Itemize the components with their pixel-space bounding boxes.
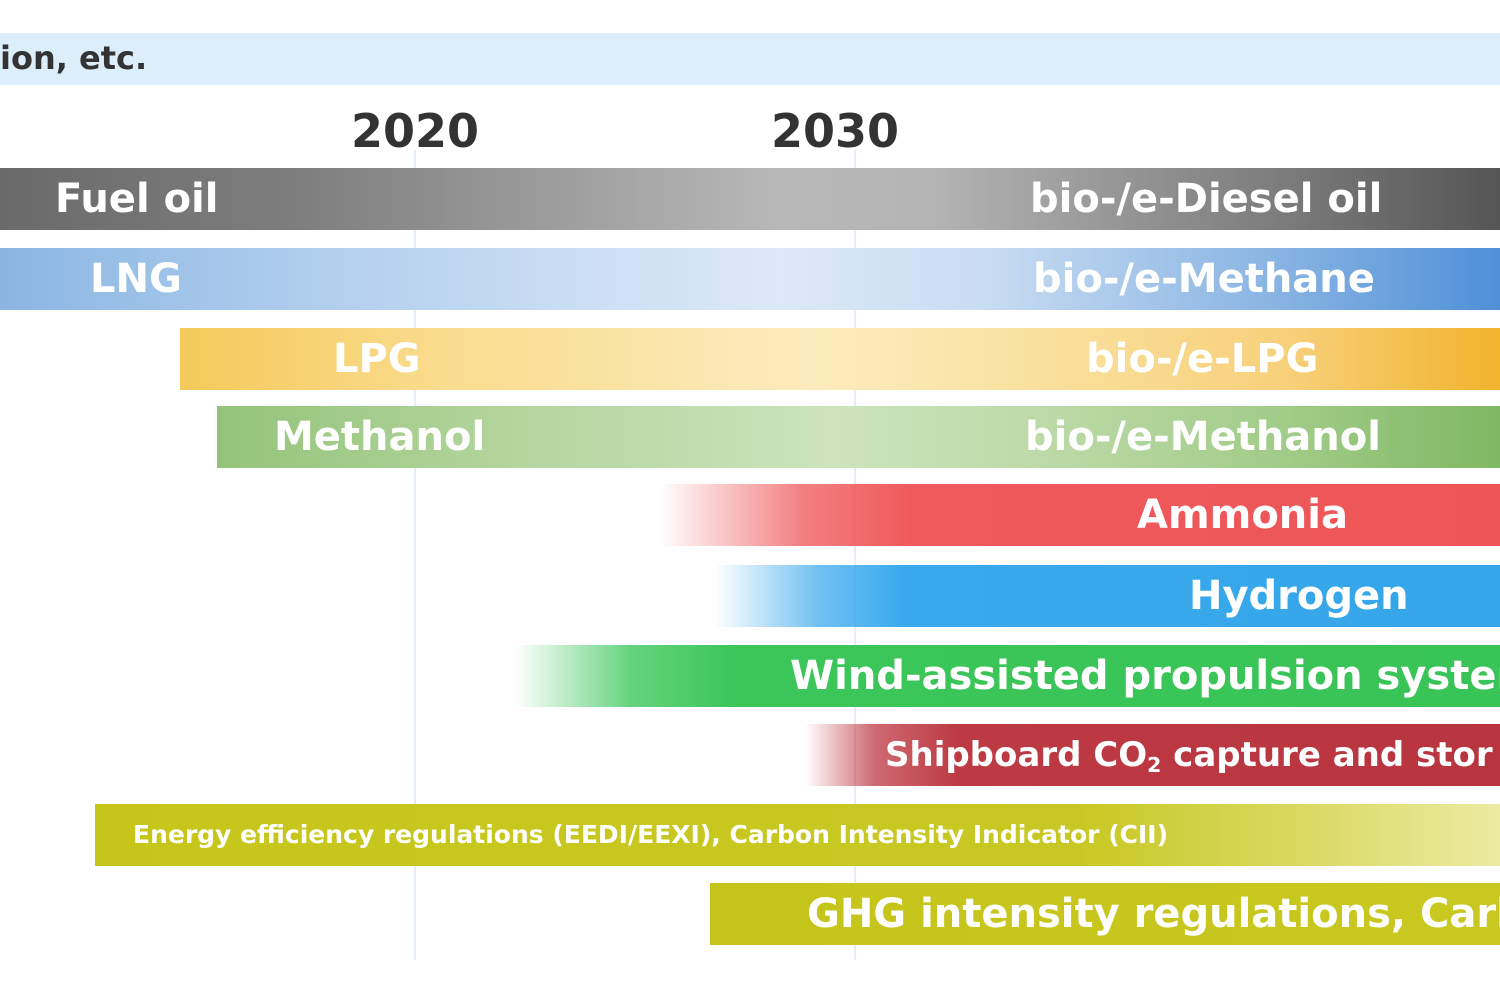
year-label-2020: 2020 xyxy=(351,104,480,158)
bar-methanol-left-label: Methanol xyxy=(274,414,486,460)
bar-lng-right-label: bio-/e-Methane xyxy=(1033,256,1375,302)
bar-wind-assisted-propulsion: Wind-assisted propulsion systen xyxy=(515,645,1500,707)
header-band-text: ion, etc. xyxy=(0,39,148,77)
header-band xyxy=(0,33,1500,85)
bar-lpg-right-label: bio-/e-LPG xyxy=(1086,336,1319,382)
bar-ccs-label-part2: capture and stor xyxy=(1161,735,1493,775)
bar-shipboard-co2-capture: Shipboard CO2 capture and stor xyxy=(805,724,1500,786)
bar-ccs-label-subscript: 2 xyxy=(1147,753,1162,777)
bar-lpg-left-label: LPG xyxy=(333,336,421,382)
bar-fuel-oil-left-label: Fuel oil xyxy=(55,176,219,222)
bar-lng-left-label: LNG xyxy=(90,256,182,302)
bar-lng: LNG bio-/e-Methane xyxy=(0,248,1500,310)
bar-fuel-oil-right-label: bio-/e-Diesel oil xyxy=(1030,176,1383,222)
bar-ccs-label-part1: Shipboard CO xyxy=(885,735,1148,775)
bar-energy-efficiency-regulations: Energy efficiency regulations (EEDI/EEXI… xyxy=(95,804,1500,866)
bar-ammonia: Ammonia xyxy=(660,484,1500,546)
bar-fuel-oil: Fuel oil bio-/e-Diesel oil xyxy=(0,168,1500,230)
bar-hydrogen: Hydrogen xyxy=(715,565,1500,627)
gridline-2020 xyxy=(414,150,416,960)
bar-ghg-intensity-regulations: GHG intensity regulations, Carb xyxy=(710,883,1500,945)
bar-eedi-label: Energy efficiency regulations (EEDI/EEXI… xyxy=(133,820,1169,849)
bar-ccs-label: Shipboard CO2 capture and stor xyxy=(885,724,1493,786)
bar-wind-label: Wind-assisted propulsion systen xyxy=(790,653,1500,699)
bar-methanol: Methanol bio-/e-Methanol xyxy=(217,406,1500,468)
bar-lpg: LPG bio-/e-LPG xyxy=(180,328,1500,390)
bar-hydrogen-label: Hydrogen xyxy=(1189,573,1409,619)
bar-methanol-right-label: bio-/e-Methanol xyxy=(1025,414,1381,460)
bar-ghg-label: GHG intensity regulations, Carb xyxy=(807,891,1500,937)
gridline-2030 xyxy=(854,150,856,960)
year-label-2030: 2030 xyxy=(771,104,900,158)
bar-ammonia-label: Ammonia xyxy=(1137,492,1348,538)
